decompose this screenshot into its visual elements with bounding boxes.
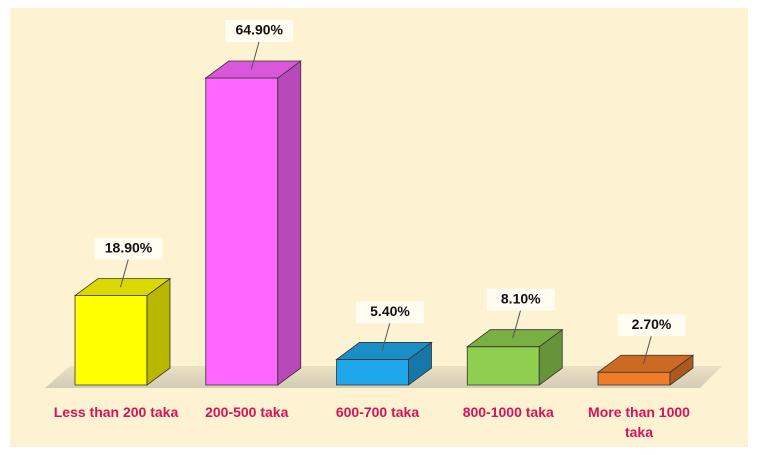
bar-side bbox=[277, 60, 302, 386]
label-box bbox=[486, 288, 555, 311]
label-box bbox=[94, 237, 163, 260]
value-label: 2.70% bbox=[632, 316, 672, 332]
bar-front bbox=[597, 371, 671, 386]
bar-front bbox=[336, 359, 409, 386]
bar-front bbox=[466, 346, 540, 386]
bar-front bbox=[74, 295, 148, 386]
label-box bbox=[225, 20, 294, 43]
bar bbox=[73, 277, 172, 386]
bar-front bbox=[205, 77, 279, 386]
value-label: 5.40% bbox=[370, 303, 410, 319]
value-label: 18.90% bbox=[105, 239, 153, 255]
x-tick-label: 200-500 taka bbox=[205, 404, 289, 420]
bar-side bbox=[146, 277, 171, 386]
bar bbox=[466, 328, 564, 386]
label-leader bbox=[381, 322, 391, 352]
x-tick-label: Less than 200 taka bbox=[53, 404, 179, 420]
label-leader bbox=[643, 335, 652, 364]
value-label: 8.10% bbox=[501, 290, 541, 306]
bar bbox=[596, 354, 695, 386]
x-tick-label: More than 1000 taka bbox=[588, 404, 690, 440]
label-box bbox=[356, 301, 424, 324]
bar bbox=[204, 60, 302, 386]
bar bbox=[335, 341, 433, 386]
label-leader bbox=[120, 258, 129, 288]
bar-top bbox=[466, 329, 564, 348]
label-leader bbox=[512, 309, 522, 339]
value-label: 64.90% bbox=[236, 22, 284, 38]
x-tick-label: 600-700 taka bbox=[335, 404, 420, 420]
bar-top bbox=[204, 60, 302, 79]
x-tick-label: 800-1000 taka bbox=[462, 404, 554, 420]
label-leader bbox=[250, 40, 260, 70]
bar-top bbox=[335, 342, 433, 360]
bar-top bbox=[73, 278, 172, 297]
bar-top bbox=[596, 354, 695, 373]
label-box bbox=[617, 314, 686, 337]
